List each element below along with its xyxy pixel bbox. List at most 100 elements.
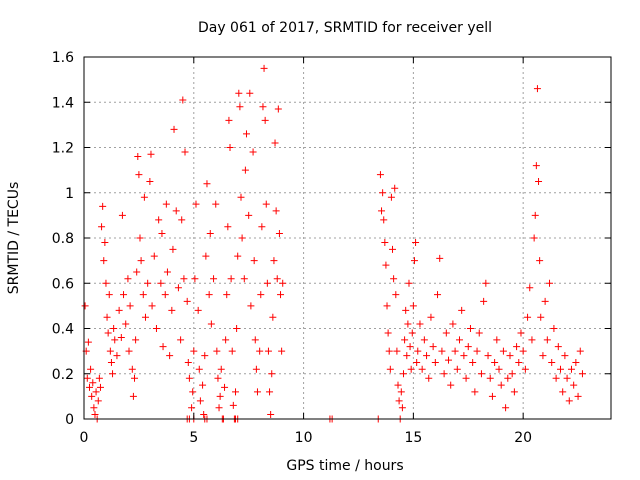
- data-point: [506, 352, 514, 360]
- data-point: [532, 162, 540, 170]
- data-point: [174, 284, 182, 292]
- data-point: [521, 365, 529, 373]
- data-point: [190, 347, 198, 355]
- data-point: [162, 200, 170, 208]
- data-point: [260, 64, 268, 72]
- x-tick-label: 0: [80, 430, 89, 446]
- data-point: [200, 410, 208, 418]
- data-point: [404, 320, 412, 328]
- data-point: [133, 268, 141, 276]
- data-point: [257, 291, 265, 299]
- data-point: [172, 207, 180, 215]
- data-point: [107, 358, 115, 366]
- data-point: [102, 279, 110, 287]
- data-point: [413, 358, 421, 366]
- data-point: [166, 352, 174, 360]
- data-point: [252, 365, 260, 373]
- data-point: [480, 297, 488, 305]
- data-point: [495, 365, 503, 373]
- data-point: [87, 365, 95, 373]
- data-point: [185, 374, 193, 382]
- data-point: [449, 320, 457, 328]
- data-point: [376, 171, 384, 179]
- data-point: [241, 166, 249, 174]
- data-point: [384, 329, 392, 337]
- data-point: [403, 352, 411, 360]
- data-point: [152, 325, 160, 332]
- data-point: [482, 279, 490, 287]
- data-point: [117, 334, 125, 342]
- data-point: [136, 234, 144, 242]
- data-point: [191, 275, 199, 283]
- data-point: [535, 177, 543, 185]
- data-point: [550, 325, 558, 332]
- data-point: [445, 356, 453, 364]
- data-point: [148, 302, 156, 310]
- data-point: [401, 336, 409, 344]
- data-point: [226, 144, 234, 151]
- data-point: [110, 325, 118, 332]
- data-point: [264, 347, 272, 355]
- data-point: [228, 347, 236, 355]
- data-point: [242, 130, 250, 138]
- data-point: [539, 352, 547, 360]
- data-point: [237, 193, 245, 201]
- data-point: [146, 177, 154, 185]
- data-point: [423, 352, 431, 360]
- data-point: [471, 388, 479, 396]
- data-point: [277, 291, 285, 299]
- data-point: [179, 96, 187, 104]
- data-point: [227, 275, 235, 283]
- data-point: [245, 211, 253, 219]
- data-point: [391, 184, 399, 192]
- data-point: [202, 252, 210, 260]
- data-point: [574, 392, 582, 400]
- y-tick-label: 0.8: [52, 231, 74, 247]
- data-point: [210, 275, 218, 283]
- data-point: [552, 374, 560, 382]
- data-point: [380, 216, 388, 224]
- data-point: [405, 279, 413, 287]
- data-point: [477, 370, 485, 378]
- data-point: [578, 370, 586, 378]
- chart-title: Day 061 of 2017, SRMTID for receiver yel…: [198, 20, 492, 36]
- data-point: [84, 338, 92, 346]
- data-point: [572, 358, 580, 366]
- data-point: [131, 374, 139, 382]
- data-point: [556, 365, 564, 373]
- data-point: [278, 347, 286, 355]
- y-tick-label: 0.4: [52, 322, 74, 338]
- data-point: [418, 365, 426, 373]
- data-point: [216, 392, 224, 400]
- data-point: [386, 365, 394, 373]
- data-point: [183, 297, 191, 305]
- data-point: [229, 401, 237, 409]
- data-point: [436, 254, 444, 262]
- data-point: [100, 257, 108, 265]
- data-point: [126, 302, 134, 310]
- data-point: [115, 306, 123, 314]
- data-point: [536, 257, 544, 265]
- data-point: [217, 365, 225, 373]
- data-point: [497, 381, 505, 389]
- data-point: [267, 410, 275, 418]
- data-point: [406, 343, 414, 351]
- data-point: [466, 325, 474, 332]
- data-point: [408, 329, 416, 337]
- data-point: [155, 216, 163, 224]
- data-point: [270, 257, 278, 265]
- data-point: [513, 343, 521, 351]
- data-point: [447, 381, 455, 389]
- data-point: [95, 374, 103, 382]
- data-point: [524, 313, 532, 321]
- data-point: [225, 116, 233, 124]
- data-point: [205, 291, 213, 299]
- data-point: [416, 320, 424, 328]
- data-point: [135, 171, 143, 179]
- data-point: [92, 388, 100, 396]
- data-point: [168, 306, 176, 314]
- data-point: [177, 336, 185, 344]
- data-points: [81, 64, 586, 423]
- data-point: [103, 313, 111, 321]
- data-point: [124, 275, 132, 283]
